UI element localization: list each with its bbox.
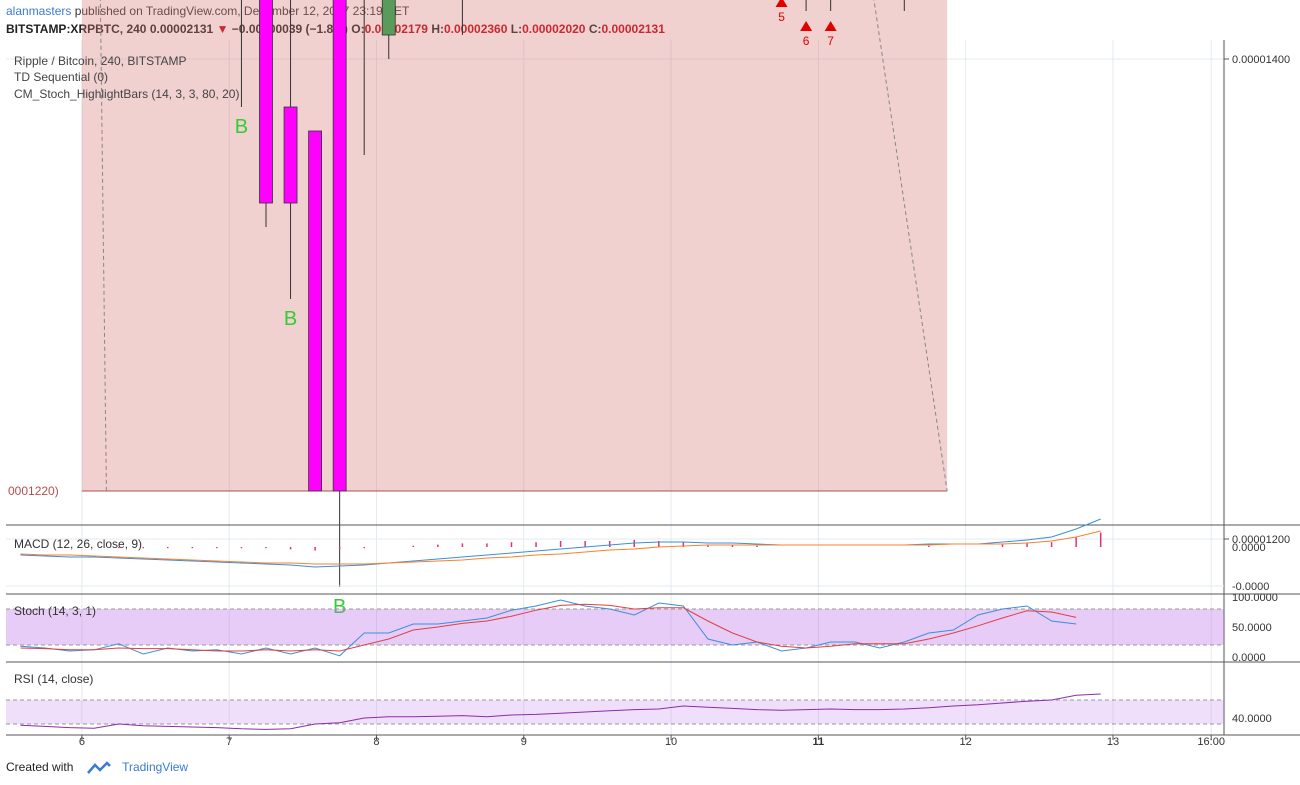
created-with-label: Created with xyxy=(6,760,74,774)
td-buy-count: 6 xyxy=(803,34,810,48)
td-buy-triangle xyxy=(800,21,813,31)
tradingview-logo-icon xyxy=(86,761,111,774)
macd-tick-label: 0.0000 xyxy=(1232,542,1266,554)
stoch-title: Stoch (14, 3, 1) xyxy=(14,604,96,618)
high-value: 0.00002360 xyxy=(444,22,507,36)
time-tick-label: 16:00 xyxy=(1197,736,1225,748)
stoch-d-line xyxy=(20,603,1077,652)
rsi-line xyxy=(20,693,1101,730)
publish-line: alanmasters published on TradingView.com… xyxy=(6,4,409,18)
time-tick-label: 6 xyxy=(79,736,85,748)
candle-body xyxy=(259,0,273,204)
td-buy-triangle xyxy=(775,0,788,7)
chart-canvas[interactable]: 0003086)0002687)0002407)0002127)0001780)… xyxy=(0,0,1300,752)
candle-body xyxy=(381,0,396,36)
buy-signal: B xyxy=(333,596,346,618)
open-label: O: xyxy=(351,22,364,36)
time-tick-label: 11 xyxy=(813,736,825,748)
chart-header: alanmasters published on TradingView.com… xyxy=(0,0,1300,40)
candle-body xyxy=(308,130,323,492)
author-link[interactable]: alanmasters xyxy=(6,4,72,18)
time-tick-label: 12 xyxy=(960,736,972,748)
td-buy-count: 7 xyxy=(827,34,834,48)
last-price: 0.00002131 xyxy=(150,22,213,36)
time-tick-label: 8 xyxy=(373,736,379,748)
symbol-line: BITSTAMP:XRPBTC, 240 0.00002131 ▼ −0.000… xyxy=(6,22,665,36)
open-value: 0.00002179 xyxy=(365,22,428,36)
fib-zone xyxy=(81,0,948,491)
time-tick-label: 7 xyxy=(226,736,232,748)
rsi-band xyxy=(6,700,1224,724)
time-tick-label: 10 xyxy=(665,736,677,748)
macd-signal-line xyxy=(20,530,1101,565)
low-label: L: xyxy=(511,22,522,36)
fib-level-label: 0001220) xyxy=(8,484,59,498)
trend-dashed-line xyxy=(99,0,107,492)
stoch-tick-label: 50.0000 xyxy=(1232,622,1272,634)
candle-body xyxy=(332,0,347,492)
low-value: 0.00002020 xyxy=(522,22,585,36)
macd-tick-label: -0.0000 xyxy=(1232,581,1269,593)
stoch-band xyxy=(6,609,1224,645)
buy-signal: B xyxy=(284,308,297,330)
change-down-icon: ▼ xyxy=(217,22,229,36)
rsi-title: RSI (14, close) xyxy=(14,672,93,686)
candle-body xyxy=(283,106,298,204)
stoch-k-line xyxy=(20,599,1077,657)
td-buy-triangle xyxy=(824,21,837,31)
chart-title: Ripple / Bitcoin, 240, BITSTAMP xyxy=(14,54,187,68)
td-buy-count: 5 xyxy=(778,10,785,24)
time-tick-label: 9 xyxy=(521,736,527,748)
indicator-label: TD Sequential (0) xyxy=(14,70,108,84)
close-value: 0.00002131 xyxy=(602,22,665,36)
stoch-tick-label: 100.0000 xyxy=(1232,592,1278,604)
price-tick-label: 0.00001400 xyxy=(1232,54,1290,66)
buy-signal: B xyxy=(235,116,248,138)
stoch-tick-label: 0.0000 xyxy=(1232,652,1266,664)
high-label: H: xyxy=(431,22,444,36)
rsi-tick-label: 40.0000 xyxy=(1232,713,1272,725)
symbol-label: BITSTAMP:XRPBTC, 240 xyxy=(6,22,147,36)
time-tick-label: 13 xyxy=(1107,736,1119,748)
macd-line xyxy=(20,518,1101,568)
footer: Created with TradingView xyxy=(6,760,188,775)
macd-title: MACD (12, 26, close, 9) xyxy=(14,537,142,551)
indicator-label: CM_Stoch_HighlightBars (14, 3, 3, 80, 20… xyxy=(14,87,239,101)
price-tick-label: 0.00001200 xyxy=(1232,534,1290,546)
main-pane-bg xyxy=(6,40,1224,525)
tradingview-link[interactable]: TradingView xyxy=(122,760,189,774)
close-label: C: xyxy=(589,22,602,36)
publish-info: published on TradingView.com, December 1… xyxy=(71,4,410,18)
